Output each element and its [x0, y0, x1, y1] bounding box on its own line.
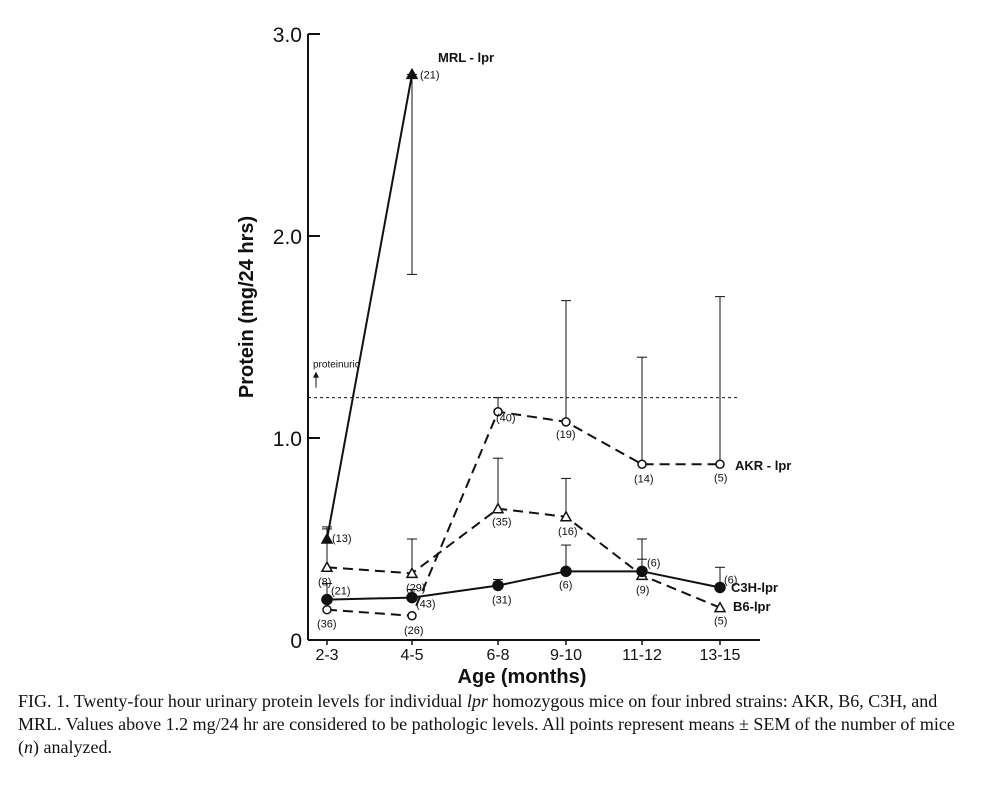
caption-prefix: FIG. 1.	[18, 691, 70, 711]
y-tick-label: 2.0	[273, 226, 302, 249]
data-point	[405, 566, 419, 579]
data-point	[713, 601, 727, 613]
data-point	[322, 604, 332, 615]
n-label: (29)	[406, 582, 426, 594]
x-axis-label: Age (months)	[458, 666, 587, 688]
n-label: (6)	[559, 579, 572, 591]
x-tick-label: 11-12	[622, 647, 662, 664]
x-tick-label: 2-3	[315, 647, 338, 664]
n-label: (8)	[318, 576, 331, 588]
series-line	[326, 570, 721, 601]
data-point	[407, 611, 417, 621]
data-point	[491, 502, 505, 514]
n-label: (43)	[416, 599, 436, 611]
series-layer: (13) (21) MRL - lpr (36) (26) (40) (19) (14) (5)…	[317, 50, 791, 637]
data-point	[715, 459, 725, 470]
n-label: (16)	[558, 526, 578, 538]
n-label: (26)	[404, 625, 424, 637]
series-label: C3H-lpr	[731, 580, 778, 595]
series-c3h-lpr: (21)(43) (31)(6)(6)(6)C3H-lpr	[321, 538, 778, 611]
n-label: (21)	[420, 69, 440, 81]
caption-text-1: Twenty-four hour urinary protein levels …	[69, 691, 467, 711]
n-label: (5)	[714, 616, 727, 628]
data-point	[637, 459, 647, 470]
n-label: (9)	[636, 584, 649, 596]
data-point	[405, 67, 419, 80]
threshold-arrowhead	[313, 371, 319, 378]
n-label: (19)	[556, 429, 576, 441]
data-point	[321, 593, 333, 606]
y-tick-label: 0	[290, 630, 302, 653]
n-label: (6)	[647, 557, 660, 569]
x-tick-label: 13-15	[700, 647, 741, 664]
data-point	[492, 579, 504, 592]
data-point	[636, 565, 648, 578]
n-label: (14)	[634, 473, 654, 485]
n-label: (13)	[332, 533, 352, 545]
n-label: (6)	[724, 574, 737, 586]
n-label: (5)	[714, 472, 727, 484]
caption-text-2: homozygous mice on four inbred strains: …	[18, 691, 955, 757]
data-point	[406, 591, 418, 604]
x-tick-label: 4-5	[400, 647, 423, 664]
series-mrl-lpr: (13) (21) MRL - lpr	[320, 50, 494, 545]
x-tick-label: 9-10	[550, 647, 582, 664]
caption-text-3: ) analyzed.	[33, 737, 112, 757]
series-b6-lpr: (8) (29) (35) (16) (9) (5) B6-lpr	[318, 457, 771, 628]
series-label: B6-lpr	[733, 599, 771, 614]
y-tick-label: 3.0	[273, 24, 302, 47]
n-label: (40)	[496, 413, 516, 425]
caption-italic-2: n	[24, 737, 33, 757]
protein-chart: 0 1.0 2.0 3.0 2-3 4-5 6-8 9-10 11-12 13-15 protei…	[236, 24, 791, 688]
data-point	[320, 560, 334, 573]
data-point	[560, 565, 572, 578]
series-akr-lpr: (36) (26) (40) (19) (14) (5) AKR - lpr	[317, 296, 791, 637]
n-label: (31)	[492, 594, 512, 606]
series-line	[326, 507, 721, 609]
axes: 0 1.0 2.0 3.0 2-3 4-5 6-8 9-10 11-12 13-15	[273, 24, 760, 664]
series-line	[326, 74, 413, 540]
n-label: (21)	[331, 586, 351, 598]
series-line	[326, 410, 720, 617]
threshold-label: proteinuric	[313, 360, 360, 371]
data-point	[559, 510, 573, 522]
series-label: AKR - lpr	[735, 458, 791, 473]
data-point	[714, 581, 726, 594]
series-label: MRL - lpr	[438, 50, 494, 65]
proteinuric-threshold: proteinuric	[308, 360, 740, 399]
n-label: (36)	[317, 619, 337, 631]
y-tick-label: 1.0	[273, 428, 302, 451]
data-point	[561, 417, 571, 427]
data-point	[493, 406, 503, 417]
n-label: (35)	[492, 517, 512, 529]
y-axis-label: Protein (mg/24 hrs)	[236, 216, 258, 398]
caption-italic-1: lpr	[466, 691, 488, 711]
x-tick-label: 6-8	[486, 647, 509, 664]
figure-caption: FIG. 1. Twenty-four hour urinary protein…	[18, 690, 978, 759]
